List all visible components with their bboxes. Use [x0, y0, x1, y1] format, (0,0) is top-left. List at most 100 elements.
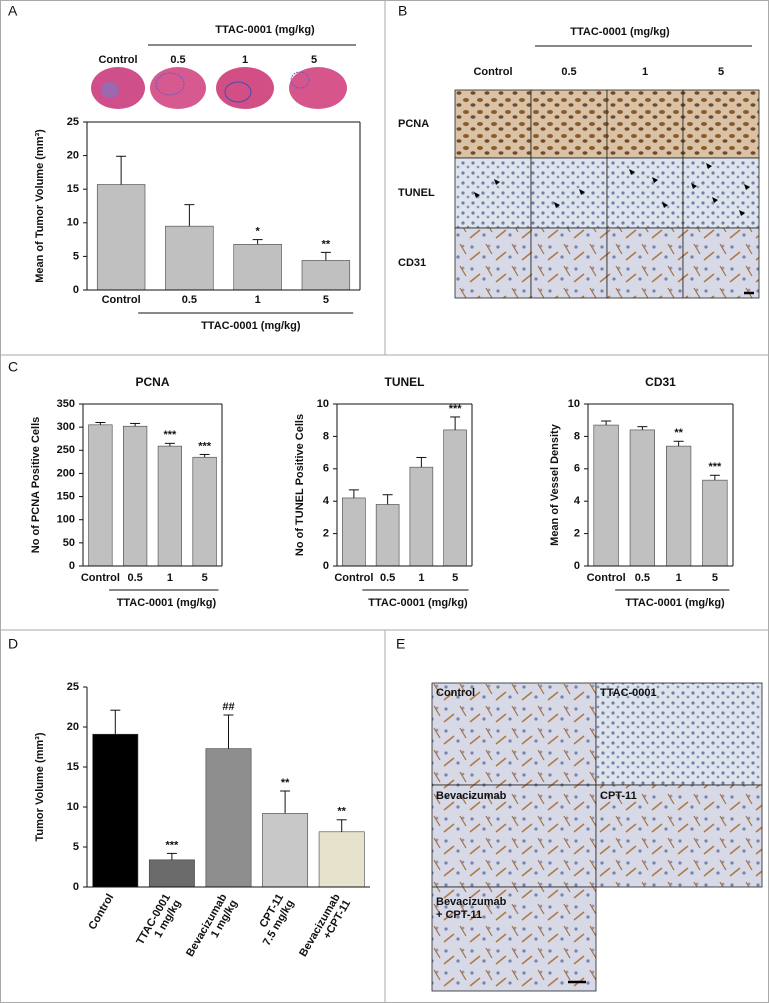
bar [629, 429, 655, 567]
row-label: CD31 [398, 257, 426, 269]
image-header: TTAC-0001 (mg/kg) [570, 26, 670, 38]
y-tick-label: 4 [323, 495, 330, 507]
x-tick-label: Control [102, 294, 141, 306]
image-label: Control [98, 54, 137, 66]
x-tick-label: 5 [712, 572, 718, 584]
column-label: 0.5 [561, 66, 576, 78]
y-tick-label: 0 [574, 560, 580, 572]
chart-title: TUNEL [385, 375, 425, 389]
y-axis-label: No of PCNA Positive Cells [30, 417, 42, 554]
image-label: CPT-11 [600, 790, 637, 802]
bar [165, 225, 214, 291]
x-tick-label: Control [334, 572, 373, 584]
x-tick-label: 0.5 [182, 294, 197, 306]
y-tick-label: 10 [67, 801, 79, 813]
y-tick-label: 8 [323, 430, 329, 442]
y-tick-label: 20 [67, 721, 79, 733]
y-tick-label: 0 [73, 881, 79, 893]
y-tick-label: 200 [57, 467, 75, 479]
y-tick-label: 2 [323, 528, 329, 540]
bar [157, 445, 182, 567]
annotation: *** [165, 839, 179, 851]
image-label: 0.5 [170, 54, 185, 66]
x-tick-label: 5 [202, 572, 208, 584]
bar [702, 479, 728, 567]
bar [665, 445, 692, 567]
x-axis-label: TTAC-0001 (mg/kg) [625, 597, 725, 609]
y-tick-label: 0 [69, 560, 75, 572]
column-label: 1 [642, 66, 648, 78]
arrowheads [474, 163, 750, 216]
annotation: *** [708, 461, 722, 473]
row-label: PCNA [398, 118, 429, 130]
chart-title: CD31 [645, 375, 676, 389]
image-label: Control [436, 687, 475, 699]
bar [123, 425, 148, 567]
y-tick-label: 15 [67, 761, 79, 773]
annotation: ## [222, 701, 234, 713]
annotation: * [255, 226, 260, 238]
y-axis-label: Mean of Tumor Volume (mm³) [34, 129, 46, 283]
bar [192, 456, 217, 567]
x-tick-label: 1 [255, 294, 261, 306]
x-tick-label: 0.5 [635, 572, 650, 584]
y-tick-label: 6 [574, 463, 580, 475]
x-tick-label: Control [587, 572, 626, 584]
annotation: ** [322, 238, 331, 250]
panel-letter: D [8, 636, 18, 652]
y-tick-label: 250 [57, 444, 75, 456]
annotation: ** [281, 777, 290, 789]
annotation: ** [337, 806, 346, 818]
bar [409, 466, 434, 567]
x-tick-label: Control [81, 572, 120, 584]
bar [375, 504, 400, 567]
y-tick-label: 5 [73, 841, 79, 853]
x-tick-label: 1 [676, 572, 682, 584]
y-tick-label: 0 [73, 284, 79, 296]
y-tick-label: 6 [323, 463, 329, 475]
bar [342, 497, 366, 567]
y-tick-label: 8 [574, 430, 580, 442]
panel-letter: B [398, 3, 407, 19]
bar [443, 429, 467, 567]
bar [92, 733, 139, 888]
panel-letter: A [8, 3, 18, 19]
row-label: TUNEL [398, 187, 435, 199]
y-tick-label: 10 [317, 398, 329, 410]
bar [318, 831, 365, 888]
micrographs [454, 89, 760, 299]
bar [262, 813, 309, 888]
y-tick-label: 150 [57, 490, 75, 502]
y-tick-label: 0 [323, 560, 329, 572]
x-tick-label: 5 [323, 294, 329, 306]
image-header: TTAC-0001 (mg/kg) [215, 24, 315, 36]
annotation: ** [674, 427, 683, 439]
bar [96, 184, 146, 291]
annotation: *** [449, 403, 463, 415]
image-label: Bevacizumab [436, 790, 507, 802]
y-tick-label: 300 [57, 421, 75, 433]
y-tick-label: 15 [67, 183, 79, 195]
y-tick-label: 100 [57, 514, 75, 526]
y-tick-label: 50 [63, 537, 75, 549]
y-tick-label: 10 [568, 398, 580, 410]
panel-letter: E [396, 636, 405, 652]
y-axis-label: No of TUNEL Positive Cells [294, 414, 306, 556]
bar [88, 424, 113, 567]
x-tick-label: 0.5 [380, 572, 395, 584]
y-tick-label: 25 [67, 681, 79, 693]
panel-letter: C [8, 359, 18, 375]
image-label: 5 [311, 54, 317, 66]
x-tick-label: 0.5 [127, 572, 142, 584]
y-tick-label: 2 [574, 528, 580, 540]
y-tick-label: 10 [67, 217, 79, 229]
y-tick-label: 350 [57, 398, 75, 410]
x-axis-label: TTAC-0001 (mg/kg) [368, 597, 468, 609]
bar [148, 859, 195, 888]
y-axis-label: Mean of Vessel Density [549, 423, 561, 546]
bar [301, 260, 351, 291]
y-tick-label: 5 [73, 250, 79, 262]
brain-slices [91, 67, 347, 109]
column-label: 5 [718, 66, 724, 78]
